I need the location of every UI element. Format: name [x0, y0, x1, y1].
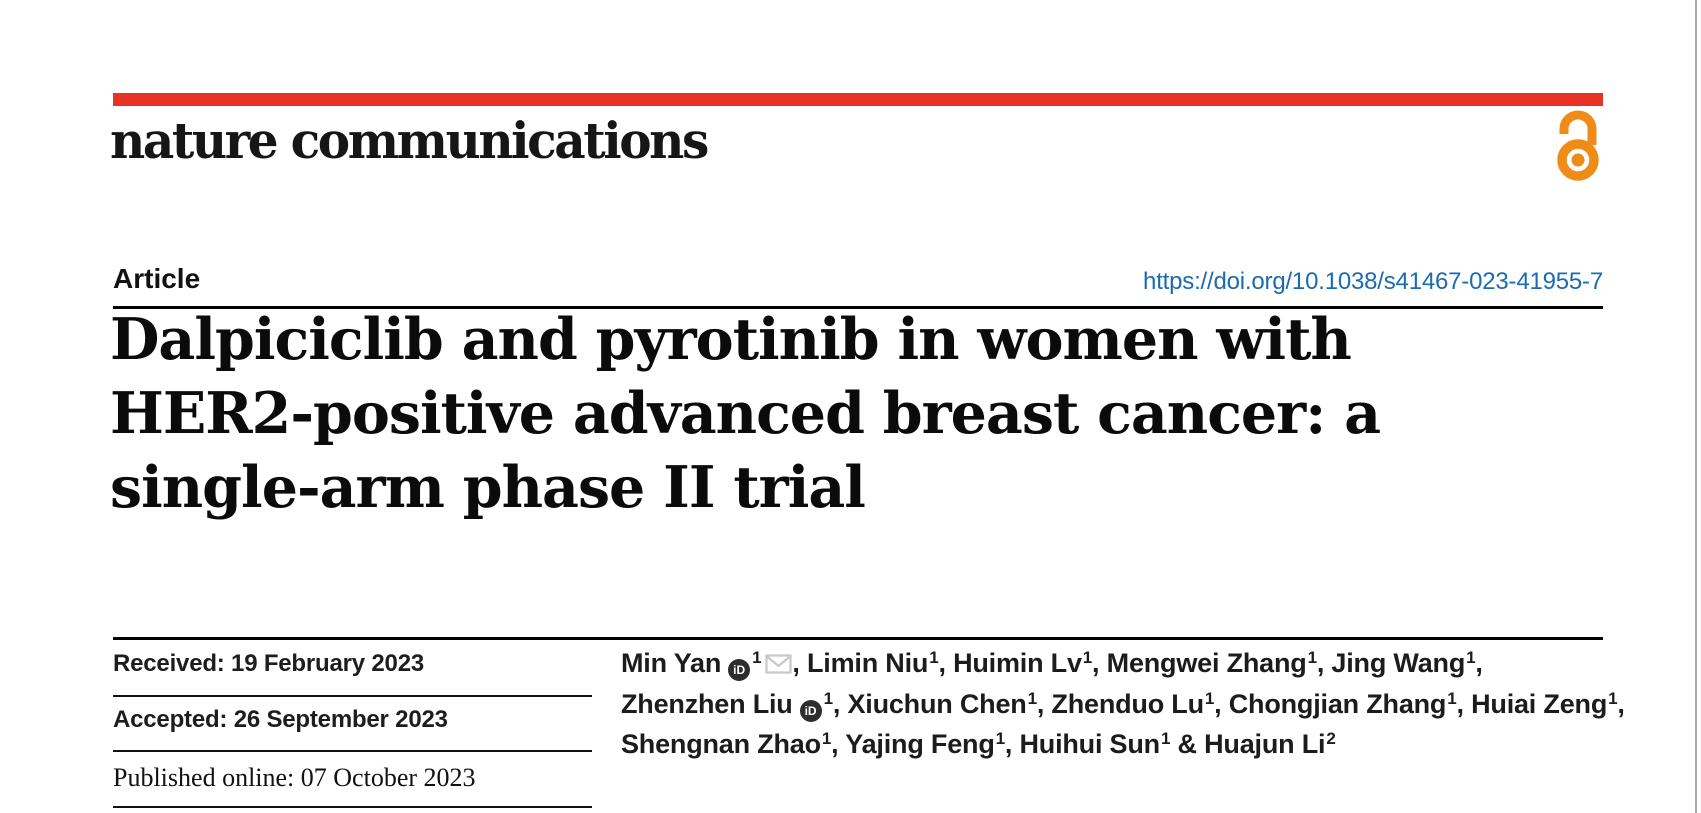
affiliation-superscript: 1: [1027, 688, 1037, 708]
open-lock-icon: [1554, 108, 1602, 187]
affiliation-superscript: 1: [823, 688, 833, 708]
author-name-text: , Xiuchun Chen: [832, 688, 1027, 719]
title-line: Dalpiciclib and pyrotinib in women with: [110, 306, 1352, 373]
author-name-text: , Limin Niu: [792, 648, 929, 678]
page-right-border: [1695, 0, 1697, 813]
received-date: Received: 19 February 2023: [113, 650, 424, 677]
title-line: HER2-positive advanced breast cancer: a: [110, 380, 1381, 447]
orcid-icon[interactable]: iD: [799, 699, 822, 722]
orcid-icon[interactable]: iD: [728, 659, 751, 681]
author-name-text: , Huihui Sun: [1004, 729, 1160, 759]
affiliation-superscript: 1: [1466, 648, 1476, 667]
author-name-text: , Huiai Zeng: [1456, 688, 1608, 719]
affiliation-superscript: 1: [1160, 729, 1171, 748]
affiliation-superscript: 1: [995, 729, 1005, 748]
published-date: Published online: 07 October 2023: [113, 763, 476, 792]
header-divider: [113, 306, 1603, 309]
author-name-text: Shengnan Zhao: [621, 729, 821, 759]
brand-accent-bar: [113, 93, 1603, 106]
envelope-icon[interactable]: [765, 650, 793, 680]
accepted-date: Accepted: 26 September 2023: [113, 706, 448, 733]
title-line: single-arm phase II trial: [110, 454, 866, 521]
affiliation-superscript: 1: [1447, 688, 1457, 708]
author-name-text: Min Yan: [621, 648, 722, 678]
author-line: Min Yan iD1, Limin Niu1, Huimin Lv1, Meng…: [621, 645, 1621, 686]
affiliation-superscript: 1: [1608, 688, 1618, 708]
article-type-label: Article: [113, 263, 201, 294]
author-name-text: , Chongjian Zhang: [1214, 688, 1447, 719]
paper-title: Dalpiciclib and pyrotinib in women with …: [110, 303, 1530, 525]
journal-logo: nature communications: [110, 111, 709, 170]
affiliation-superscript: 1: [1307, 648, 1317, 667]
doi-link[interactable]: https://doi.org/10.1038/s41467-023-41955…: [1143, 268, 1603, 295]
history-divider: [113, 695, 592, 697]
author-line: Zhenzhen Liu iD1, Xiuchun Chen1, Zhenduo …: [621, 686, 1625, 727]
author-line: Shengnan Zhao1, Yajing Feng1, Huihui Sun…: [621, 726, 1621, 767]
author-name-text: , Mengwei Zhang: [1092, 648, 1307, 678]
history-top-divider: [113, 637, 1603, 640]
author-name-text: , Zhenduo Lu: [1036, 688, 1204, 719]
author-name-text: , Huimin Lv: [938, 648, 1082, 678]
author-name-text: , Jing Wang: [1316, 648, 1466, 678]
author-name-text: & Huajun Li: [1170, 729, 1326, 759]
affiliation-superscript: 1: [752, 648, 762, 667]
author-name-text: ,: [1617, 688, 1625, 719]
author-name-text: , Yajing Feng: [831, 729, 995, 759]
affiliation-superscript: 1: [929, 648, 939, 667]
author-name-text: Zhenzhen Liu: [621, 688, 793, 719]
history-divider: [113, 806, 592, 808]
affiliation-superscript: 1: [1082, 648, 1093, 667]
history-divider: [113, 750, 592, 752]
affiliation-superscript: 1: [821, 729, 832, 748]
affiliation-superscript: 2: [1326, 729, 1336, 748]
author-name-text: ,: [1475, 648, 1483, 678]
author-list: Min Yan iD1, Limin Niu1, Huimin Lv1, Meng…: [621, 645, 1625, 767]
affiliation-superscript: 1: [1204, 688, 1215, 708]
